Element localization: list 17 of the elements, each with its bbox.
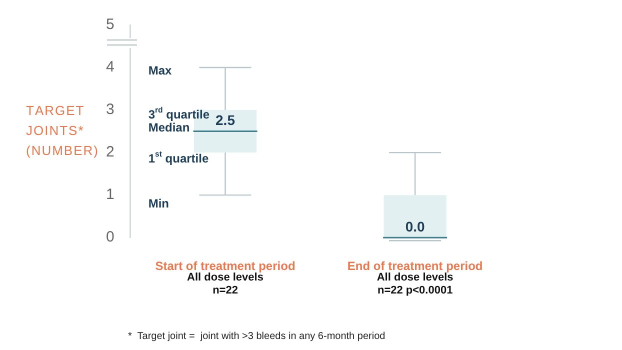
annotation: 0.0 bbox=[405, 218, 426, 234]
y-tick-label: 0 bbox=[106, 228, 114, 246]
y-tick-label: 2 bbox=[106, 144, 114, 161]
annotation: 2.5 bbox=[216, 112, 236, 128]
text: All dose levels n=22 bbox=[187, 272, 264, 297]
text: * Target joint = joint with >3 bleeds in any 6-month period bbox=[128, 330, 386, 342]
y-tick-label: 1 bbox=[106, 186, 114, 204]
annotation: Median bbox=[148, 120, 190, 134]
y-tick-label: 5 bbox=[106, 16, 114, 34]
text: All dose levels n=22 p<0.0001 bbox=[376, 272, 454, 297]
text: TARGET JOINTS* (NUMBER) bbox=[26, 102, 98, 158]
x-tick-label: Start of treatment period bbox=[155, 259, 296, 274]
annotation: Max bbox=[148, 63, 172, 78]
x-tick-label: End of treatment period bbox=[347, 259, 483, 274]
y-tick-label: 3 bbox=[106, 101, 114, 118]
annotation: Min bbox=[148, 196, 170, 210]
y-tick-label: 4 bbox=[106, 58, 114, 76]
